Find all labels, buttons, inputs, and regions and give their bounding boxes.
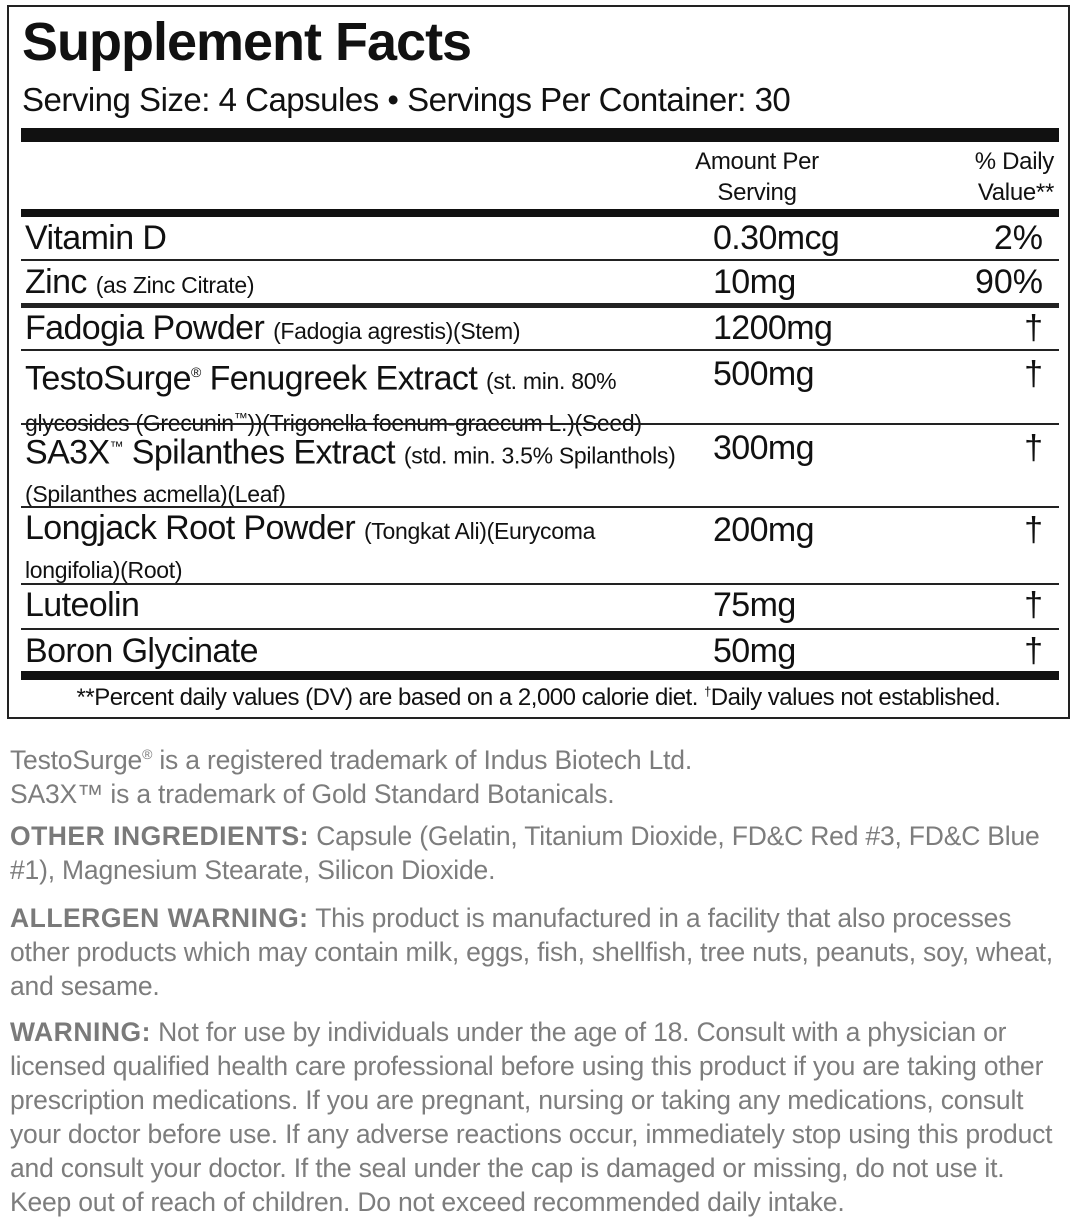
nutrient-name: Luteolin: [25, 586, 140, 624]
row-divider: [21, 259, 1059, 261]
other-ingredients-label: OTHER INGREDIENTS:: [10, 821, 310, 851]
tm-mark: ™: [109, 438, 124, 454]
nutrient-dv: †: [1024, 586, 1043, 624]
row-divider: [21, 506, 1059, 508]
row-divider: [21, 583, 1059, 585]
nutrient-name: Longjack Root Powder: [25, 509, 356, 547]
supplement-facts-panel: Supplement Facts Serving Size: 4 Capsule…: [7, 5, 1070, 719]
amount-header: Amount Per Serving: [677, 146, 837, 208]
nutrient-dv: †: [1024, 309, 1043, 347]
other-ingredients-text: Capsule (Gelatin, Titanium Dioxide, FD&C…: [10, 821, 1040, 885]
nutrient-amount: 10mg: [713, 263, 796, 301]
detail-part: (st. min. 80% glycosides (Grecunin: [25, 368, 617, 436]
nutrient-name: Boron Glycinate: [25, 632, 259, 670]
nutrient-detail: (as Zinc Citrate): [95, 272, 255, 298]
serving-info: Serving Size: 4 Capsules • Servings Per …: [22, 81, 791, 118]
footnote-dv: **Percent daily values (DV) are based on…: [76, 684, 699, 711]
nutrient-amount: 0.30mcg: [713, 219, 840, 257]
dv-header-line1: % Daily: [974, 148, 1055, 175]
registered-mark: ®: [191, 364, 201, 380]
nutrient-amount: 300mg: [713, 429, 815, 467]
nutrient-detail: (st. min. 80% glycosides (Grecunin™))(Tr…: [25, 368, 642, 436]
nutrient-detail: (Tongkat Ali)(Eurycoma longifolia)(Root): [25, 518, 596, 583]
nutrient-amount: 1200mg: [713, 309, 833, 347]
warning-text: Not for use by individuals under the age…: [10, 1017, 1053, 1217]
tm-mark: ™: [233, 409, 248, 426]
nutrient-name: TestoSurge: [25, 359, 192, 398]
allergen-text: This product is manufactured in a facili…: [10, 903, 1053, 1001]
nutrient-name-cont: Fenugreek Extract: [200, 359, 478, 398]
footnote: **Percent daily values (DV) are based on…: [9, 684, 1068, 712]
warning: WARNING: Not for use by individuals unde…: [10, 1015, 1072, 1219]
allergen-label: ALLERGEN WARNING:: [10, 903, 309, 933]
dagger-mark: †: [704, 684, 711, 699]
nutrient-name: Zinc: [25, 263, 87, 301]
nutrient-dv: †: [1024, 355, 1043, 393]
trademark-notes: TestoSurge® is a registered trademark of…: [10, 737, 1072, 811]
panel-title: Supplement Facts: [22, 12, 472, 72]
tm-text: is a registered trademark of Indus Biote…: [152, 744, 693, 775]
nutrient-amount: 50mg: [713, 632, 796, 670]
tm-brand: TestoSurge: [10, 744, 143, 775]
nutrient-dv: †: [1024, 511, 1043, 549]
nutrient-amount: 75mg: [713, 586, 796, 624]
warning-label: WARNING:: [10, 1017, 151, 1047]
dv-header-line2: Value**: [977, 179, 1054, 206]
dv-header: % Daily Value**: [934, 146, 1055, 208]
row-divider: [21, 628, 1059, 630]
nutrient-detail: (std. min. 3.5% Spilanthols)(Spilanthes …: [25, 442, 676, 508]
nutrient-name: Fadogia Powder: [25, 309, 265, 347]
allergen-warning: ALLERGEN WARNING: This product is manufa…: [10, 901, 1072, 1003]
footnote-dagger: Daily values not established.: [710, 684, 1001, 711]
nutrient-amount: 200mg: [713, 511, 815, 549]
nutrient-name-cont: Spilanthes Extract: [122, 433, 396, 472]
trademark-testosurge: TestoSurge® is a registered trademark of…: [10, 737, 1072, 777]
bottom-divider: [21, 671, 1059, 680]
registered-mark: ®: [142, 746, 153, 762]
row-divider: [21, 423, 1059, 425]
thick-divider: [21, 128, 1059, 142]
nutrient-name: Vitamin D: [25, 219, 167, 257]
nutrient-detail: (Fadogia agrestis)(Stem): [273, 318, 521, 344]
amount-header-line2: Serving: [717, 179, 797, 206]
nutrient-dv: 2%: [993, 219, 1043, 257]
header-divider: [21, 209, 1059, 217]
amount-header-line1: Amount Per: [695, 148, 819, 175]
detail-part: ))(Trigonella foenum-graecum L.)(Seed): [247, 409, 642, 436]
nutrient-amount: 500mg: [713, 355, 815, 393]
other-ingredients: OTHER INGREDIENTS: Capsule (Gelatin, Tit…: [10, 819, 1072, 887]
nutrient-dv: †: [1024, 632, 1043, 670]
row-divider: [21, 349, 1059, 351]
trademark-sa3x: SA3X™ is a trademark of Gold Standard Bo…: [10, 778, 615, 809]
nutrient-name: SA3X: [25, 433, 110, 472]
nutrient-dv: †: [1024, 429, 1043, 467]
nutrient-dv: 90%: [974, 263, 1043, 301]
row-divider: [21, 303, 1059, 308]
